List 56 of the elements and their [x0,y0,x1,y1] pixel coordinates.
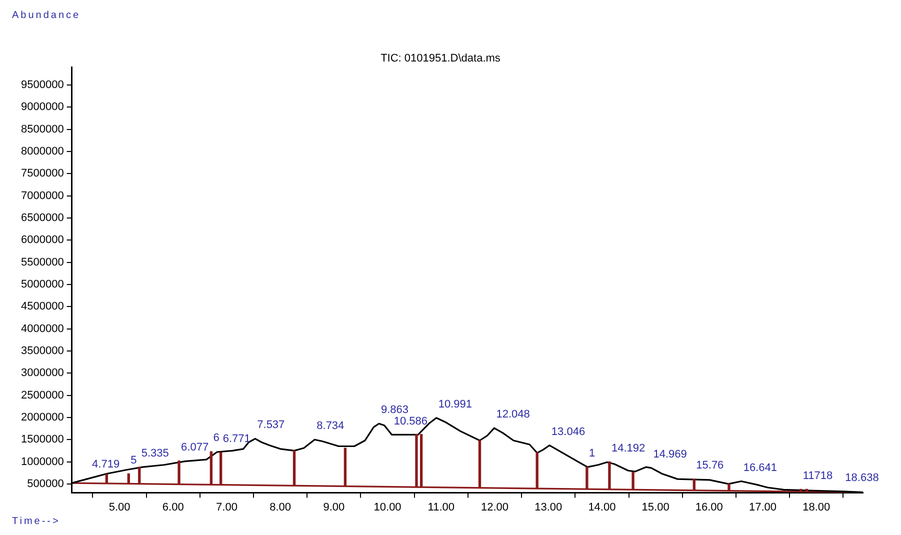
annotation: 10.991 [438,398,472,410]
y-tick-label: 2000000 [20,411,64,424]
y-tick-label: 4500000 [20,300,64,313]
annotation: 7.537 [257,419,285,432]
x-tick-label: 14.00 [588,501,616,514]
x-tick-label: 11.00 [428,501,455,514]
annotation: 14.192 [611,442,646,454]
x-tick-label: 16.00 [695,501,723,514]
y-tick-label: 6500000 [20,212,64,224]
y-tick-label: 7500000 [20,168,64,180]
y-tick-label: 3000000 [20,367,64,380]
annotation: 5 [130,454,137,466]
y-tick-label: 5500000 [20,256,64,268]
annotation: 15.76 [696,460,724,472]
y-tick-label: 9000000 [20,101,64,114]
annotation: 4.719 [92,458,120,471]
y-tick-label: 3500000 [20,344,64,357]
y-tick-label: 1000000 [20,456,64,468]
x-tick-label: 7.00 [216,501,238,514]
y-tick-label: 8000000 [20,145,64,158]
annotation: 9.863 [380,404,408,416]
x-tick-label: 10.00 [374,501,402,514]
y-tick-label: 7000000 [20,190,64,202]
annotation: 13.046 [551,426,586,438]
x-tick-label: 5.00 [108,501,130,514]
y-tick-label: 5000000 [20,278,64,290]
annotation: 5.335 [141,448,169,460]
x-tick-label: 18.00 [802,501,830,514]
y-tick-label: 6000000 [20,234,64,246]
y-tick-label: 4000000 [20,322,64,335]
x-tick-label: 9.00 [323,501,345,514]
annotation: 6 [213,432,220,444]
annotation: 12.048 [496,408,530,421]
y-tick-label: 9500000 [20,78,64,91]
annotation: 11718 [802,470,833,482]
x-axis-title: Time--> [12,516,60,527]
text: Abundance [12,10,81,21]
annotation: 14.969 [653,448,687,461]
annotation: 8.734 [316,420,344,432]
annotation: 16.641 [743,462,777,474]
y-tick-label: 2500000 [20,389,64,402]
x-tick-label: 13.00 [534,501,562,514]
x-tick-label: 12.00 [480,501,509,514]
y-tick-label: 1500000 [20,434,64,446]
annotation: 18.638 [845,472,879,484]
x-tick-label: 6.00 [162,501,184,514]
x-tick-label: 8.00 [270,501,292,514]
chart-title: TIC: 0101951.D\data.ms [380,52,501,65]
x-tick-label: 17.00 [748,501,777,514]
y-tick-label: 8500000 [20,123,64,136]
annotation: 10.586 [394,415,428,428]
annotation: 6.077 [181,441,209,454]
annotation: 6.771 [222,432,250,445]
annotation: 1 [588,448,596,460]
x-tick-label: 15.00 [642,501,670,514]
y-tick-label: 500000 [27,478,64,490]
